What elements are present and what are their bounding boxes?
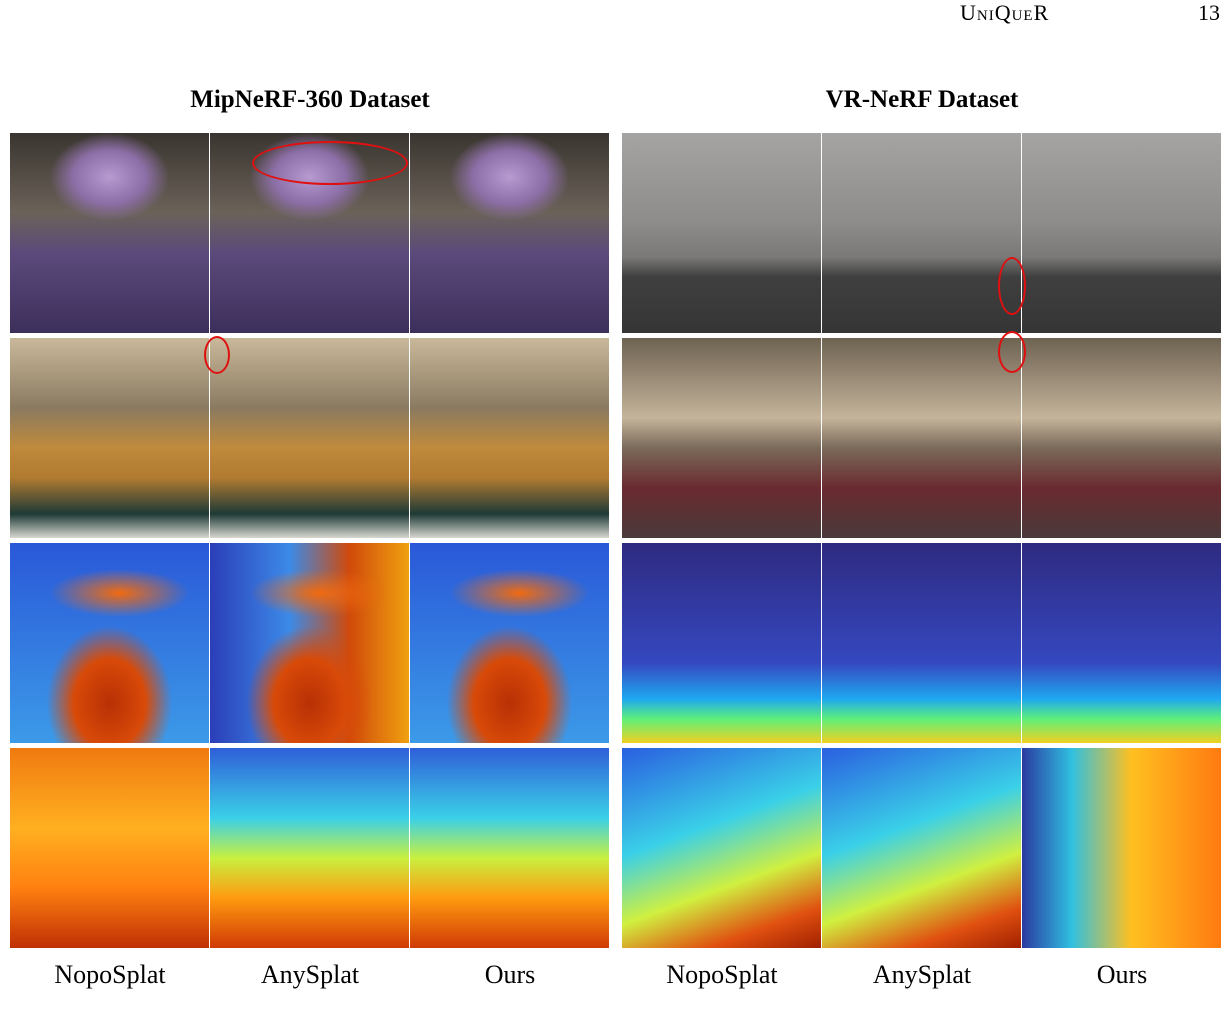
column-label: AnySplat (872, 960, 972, 989)
rgb-render (822, 338, 1021, 538)
depth-map (10, 748, 209, 948)
highlight-ellipse (998, 257, 1026, 315)
rgb-render (10, 133, 209, 333)
depth-map (822, 543, 1021, 743)
depth-map (10, 543, 209, 743)
highlight-ellipse (252, 141, 408, 185)
rgb-render (10, 338, 209, 538)
depth-map (410, 748, 609, 948)
column-label: Ours (1096, 960, 1148, 989)
panel-title: VR-NeRF Dataset (825, 86, 1019, 113)
depth-map (622, 543, 821, 743)
rgb-render (822, 133, 1021, 333)
panel-title: MipNeRF-360 Dataset (190, 86, 430, 113)
depth-map (210, 748, 409, 948)
running-title: UniQueR (960, 0, 1050, 25)
rgb-render (1022, 133, 1221, 333)
image-grid (10, 133, 610, 948)
depth-map (1022, 543, 1221, 743)
highlight-ellipse (204, 336, 230, 374)
column-label: Ours (484, 960, 536, 989)
depth-map (622, 748, 821, 948)
rgb-render (210, 338, 409, 538)
rgb-render (410, 338, 609, 538)
rgb-render (622, 338, 821, 538)
rgb-render (410, 133, 609, 333)
rgb-render (622, 133, 821, 333)
column-label: AnySplat (260, 960, 360, 989)
rgb-render (1022, 338, 1221, 538)
depth-map (210, 543, 409, 743)
depth-map (410, 543, 609, 743)
highlight-ellipse (998, 331, 1026, 373)
depth-map (822, 748, 1021, 948)
image-grid (622, 133, 1222, 948)
column-label: NopoSplat (666, 960, 778, 989)
column-label: NopoSplat (54, 960, 166, 989)
page-number: 13 (1198, 0, 1220, 25)
depth-map (1022, 748, 1221, 948)
